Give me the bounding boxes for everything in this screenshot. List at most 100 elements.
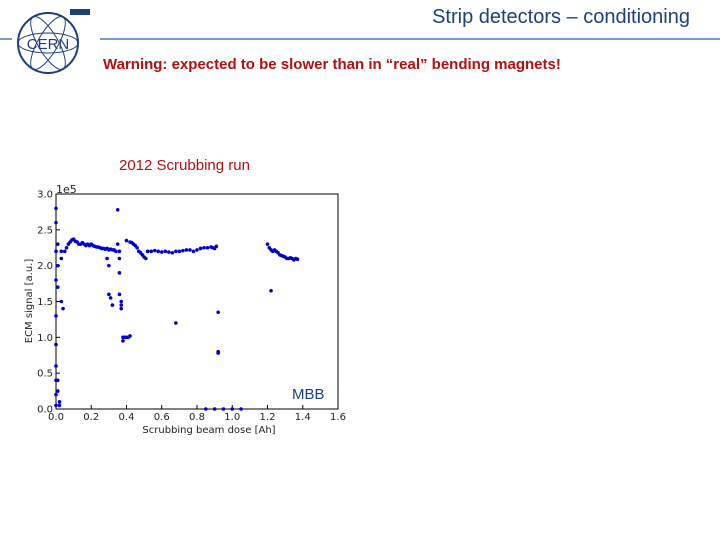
- data-point: [54, 249, 58, 254]
- data-point: [174, 321, 178, 325]
- data-point: [221, 407, 226, 411]
- y-tick-label: 0.5: [37, 369, 53, 380]
- data-point: [216, 351, 220, 355]
- data-point: [205, 245, 210, 250]
- data-point: [202, 245, 206, 250]
- data-point: [55, 285, 60, 289]
- data-point: [55, 242, 60, 246]
- y-tick-label: 3.0: [37, 190, 53, 201]
- data-point: [156, 249, 161, 254]
- data-point: [117, 249, 122, 254]
- data-point: [167, 250, 171, 254]
- data-point: [177, 249, 182, 254]
- data-point: [59, 299, 64, 304]
- page-title: Strip detectors – conditioning: [432, 6, 690, 28]
- data-point: [54, 206, 58, 211]
- data-point: [54, 220, 58, 225]
- data-point: [117, 292, 122, 297]
- data-point: [105, 256, 109, 261]
- scatter-chart: 0.0 0.2 0.4 0.6 0.8 1.0 1.2 1.4 1.6 0.0 0.5 1.0 1.5 2…: [24, 183, 346, 436]
- data-point: [54, 364, 58, 368]
- y-tick-label: 2.0: [37, 261, 53, 272]
- data-point: [239, 407, 243, 411]
- data-point: [152, 248, 157, 253]
- data-point: [55, 263, 60, 268]
- data-point: [124, 238, 129, 243]
- data-point: [110, 303, 115, 307]
- data-point: [119, 303, 124, 307]
- data-point: [295, 257, 300, 262]
- data-point: [188, 248, 192, 252]
- x-tick-label: 1.2: [260, 412, 276, 423]
- data-point: [59, 256, 64, 261]
- data-point: [145, 249, 150, 254]
- data-point: [61, 306, 65, 311]
- header-rule: [100, 38, 720, 40]
- data-point: [204, 407, 208, 411]
- x-tick-label: 1.6: [330, 412, 346, 423]
- data-point: [163, 249, 168, 254]
- data-point: [55, 378, 60, 383]
- data-point: [54, 342, 58, 347]
- data-point: [115, 242, 120, 246]
- data-point: [114, 249, 118, 254]
- data-point: [119, 299, 124, 304]
- data-point: [195, 248, 199, 252]
- logo-text: CERN: [27, 36, 70, 53]
- data-point: [212, 407, 217, 411]
- data-point: [55, 389, 60, 393]
- data-point: [230, 407, 235, 411]
- data-point: [117, 256, 122, 261]
- plot-frame: [55, 193, 339, 410]
- data-point: [108, 296, 113, 300]
- data-point: [149, 249, 153, 254]
- cern-logo: CERN: [17, 9, 90, 74]
- data-point: [184, 248, 189, 252]
- data-point: [57, 400, 62, 404]
- data-point: [57, 403, 62, 408]
- y-tick-label: 0.0: [37, 405, 53, 416]
- data-point: [117, 271, 122, 275]
- mbb-annotation: MBB: [292, 386, 325, 403]
- y-offset-label: 1e5: [56, 183, 77, 196]
- x-tick-label: 0.8: [189, 412, 205, 423]
- x-tick-label: 0.2: [83, 412, 99, 423]
- data-point: [269, 288, 273, 293]
- x-tick-label: 0.6: [154, 412, 170, 423]
- warning-text: Warning: expected to be slower than in “…: [103, 56, 561, 73]
- data-point: [107, 292, 111, 297]
- y-tick-label: 1.0: [37, 333, 53, 344]
- data-point: [63, 249, 67, 254]
- data-point: [191, 249, 196, 254]
- run-label: 2012 Scrubbing run: [119, 157, 250, 174]
- y-tick-label: 1.5: [37, 297, 53, 308]
- data-point: [128, 334, 132, 338]
- data-point: [216, 310, 220, 315]
- header-rule-left: [0, 38, 12, 40]
- x-axis-label: Scrubbing beam dose [Ah]: [142, 425, 275, 436]
- x-tick-label: 1.0: [224, 412, 240, 423]
- data-point: [119, 306, 124, 311]
- data-point: [54, 403, 58, 408]
- data-point: [107, 263, 111, 268]
- data-point: [115, 207, 120, 212]
- data-point: [54, 392, 58, 397]
- data-point: [144, 256, 148, 261]
- data-point: [170, 250, 175, 255]
- x-tick-label: 1.4: [295, 412, 311, 423]
- data-point: [265, 242, 270, 246]
- data-point: [159, 250, 164, 254]
- data-point: [121, 339, 125, 343]
- data-point: [64, 245, 69, 250]
- data-point: [59, 249, 64, 254]
- data-point: [214, 244, 219, 249]
- data-point: [174, 249, 178, 254]
- data-point: [181, 248, 185, 253]
- data-point: [54, 278, 58, 282]
- x-tick-label: 0.4: [119, 412, 135, 423]
- data-point: [135, 245, 139, 250]
- data-point: [198, 246, 203, 251]
- y-axis-label: ECM signal [a.u.]: [24, 259, 35, 344]
- data-point: [54, 314, 58, 318]
- y-tick-label: 2.5: [37, 225, 53, 236]
